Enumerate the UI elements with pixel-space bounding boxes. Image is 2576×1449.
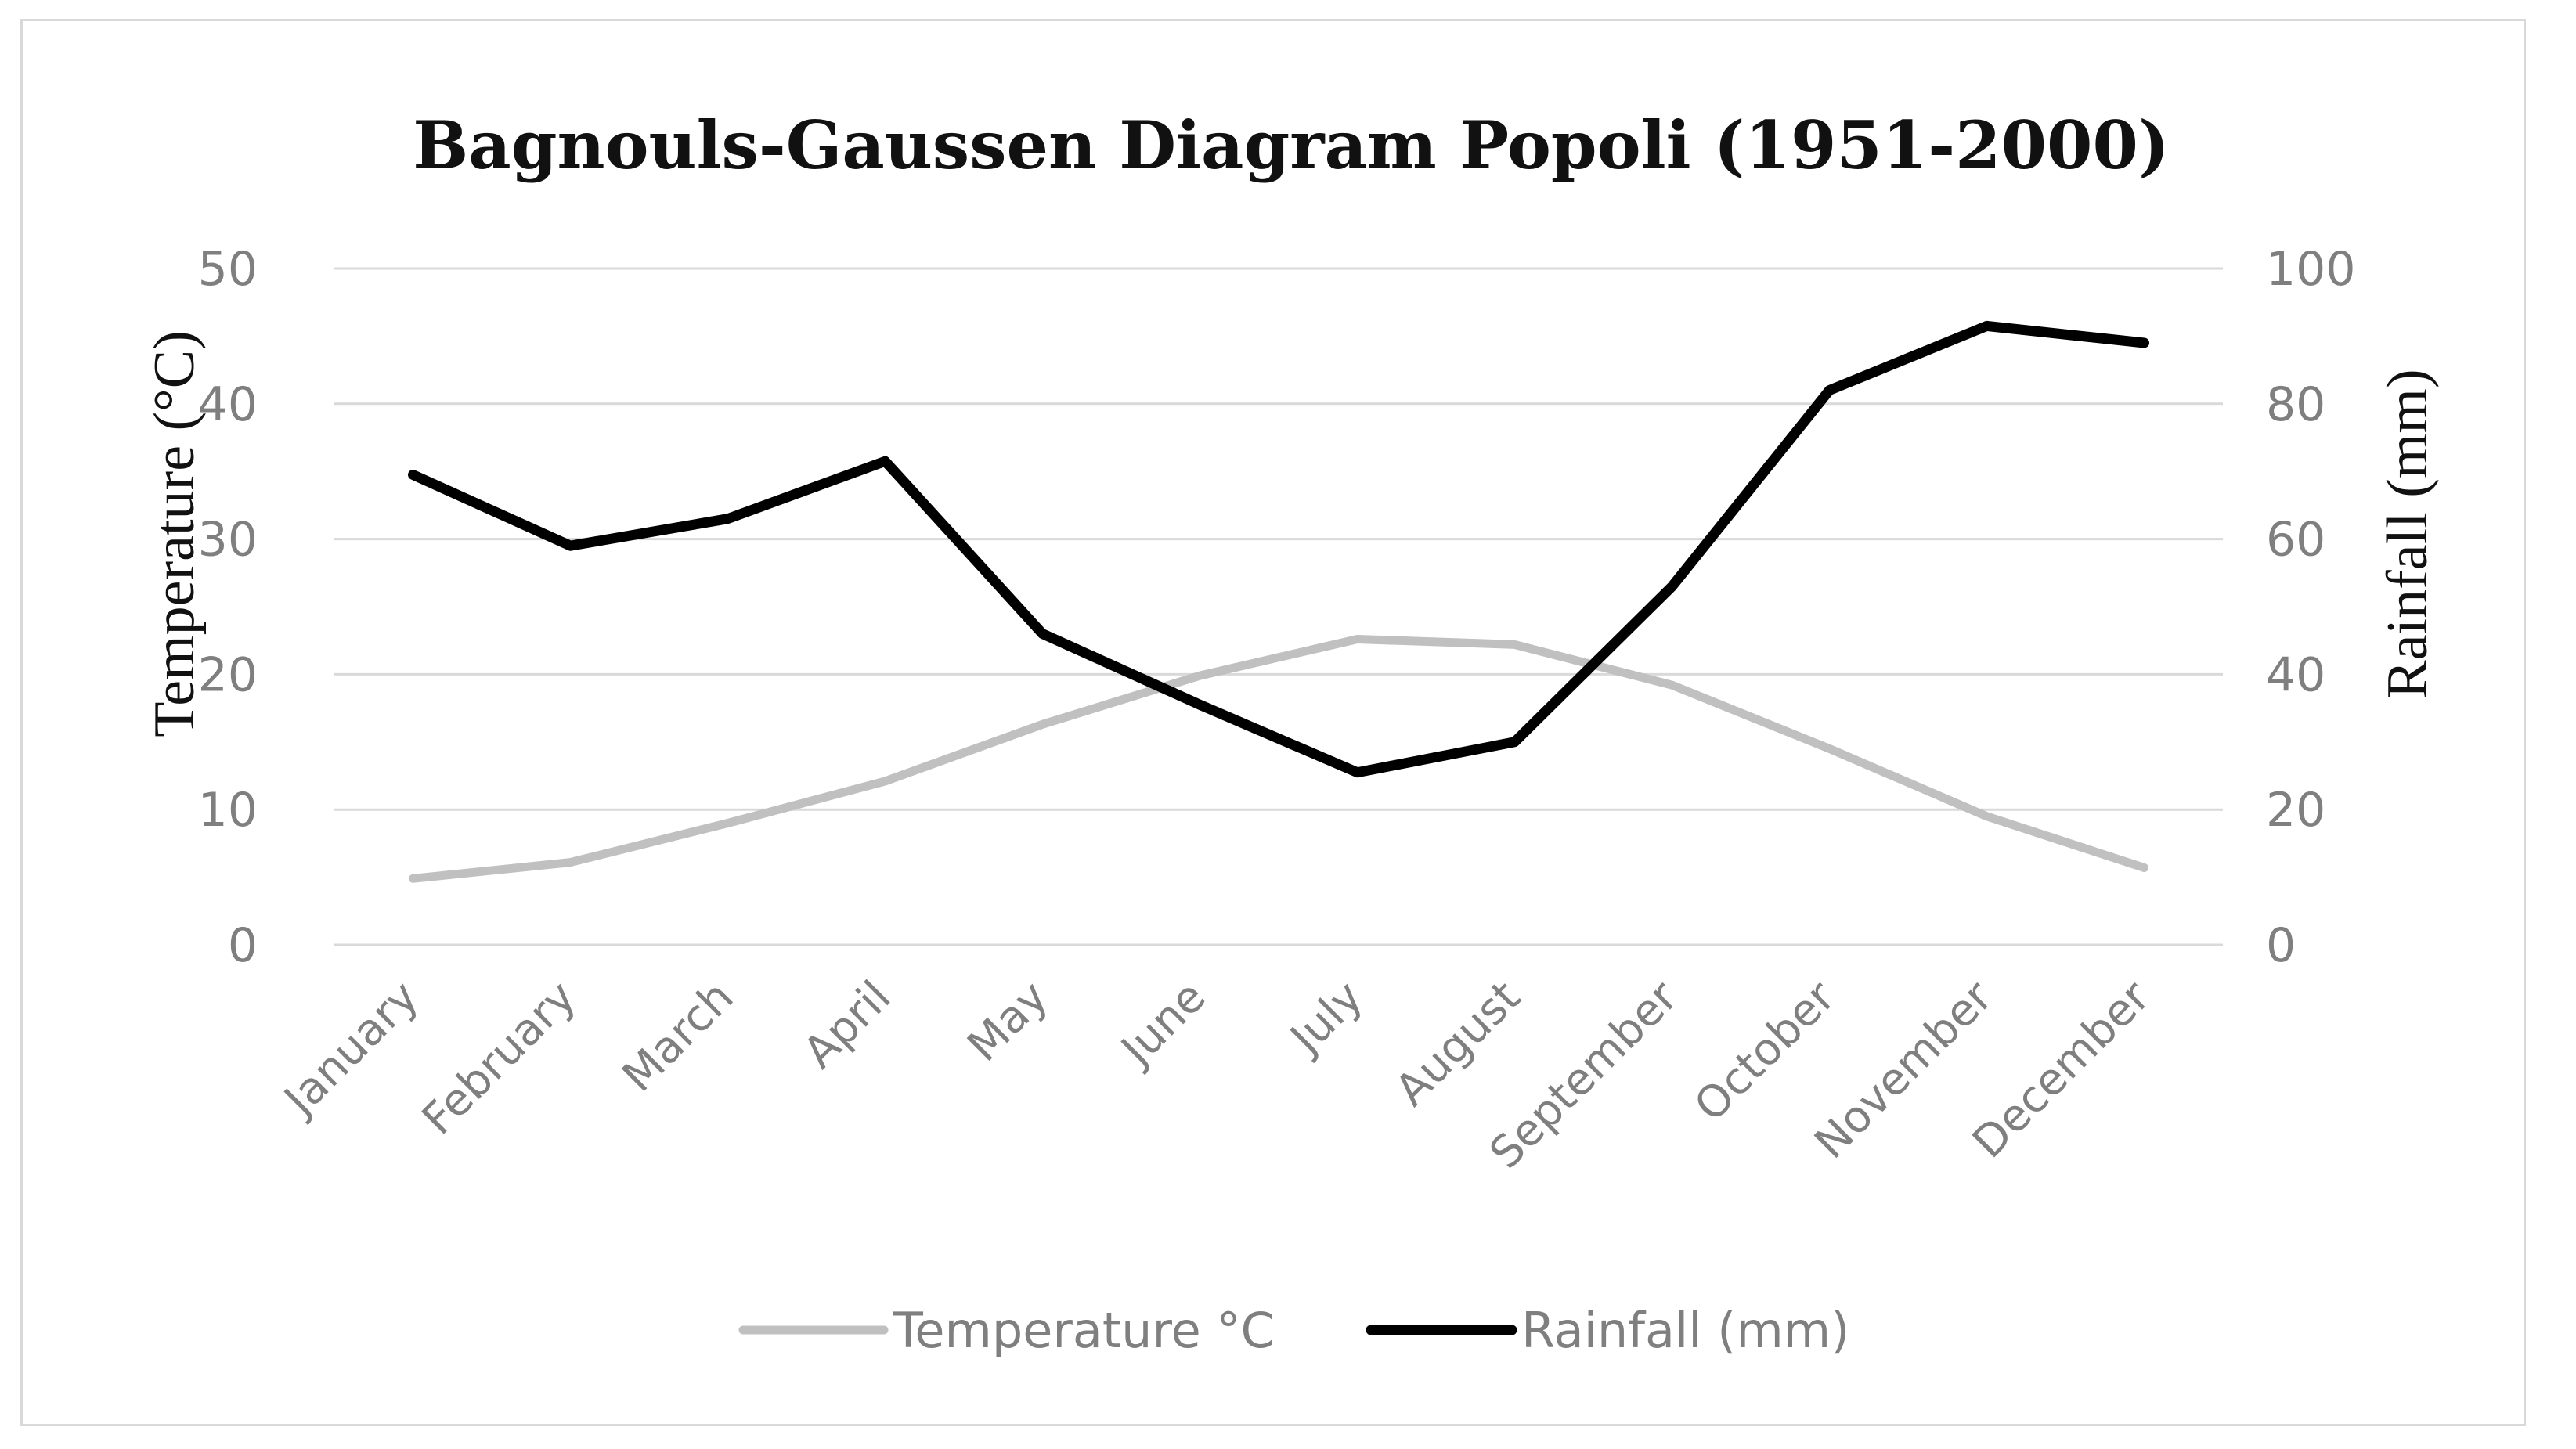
category-label: April <box>794 971 900 1078</box>
left-tick-label: 10 <box>198 783 258 838</box>
legend-label-rainfall: Rainfall (mm) <box>1521 1302 1849 1359</box>
right-axis-ticks: 0 20 40 60 80 100 <box>2266 242 2356 973</box>
category-label: October <box>1685 971 1845 1131</box>
chart-title: Bagnouls-Gaussen Diagram Popoli (1951-20… <box>413 106 2169 184</box>
left-tick-label: 40 <box>198 377 258 432</box>
series-line-rainfall <box>408 320 2149 778</box>
chart-canvas: Bagnouls-Gaussen Diagram Popoli (1951-20… <box>143 106 2440 1359</box>
left-tick-label: 20 <box>198 647 258 702</box>
legend: Temperature °C Rainfall (mm) <box>738 1302 1849 1359</box>
category-label: June <box>1110 971 1215 1076</box>
gridlines <box>334 267 2223 946</box>
left-axis-title: Temperature (°C) <box>143 330 207 737</box>
chart-frame: Bagnouls-Gaussen Diagram Popoli (1951-20… <box>20 19 2526 1426</box>
left-tick-label: 50 <box>198 242 258 297</box>
left-axis-ticks: 0 10 20 30 40 50 <box>198 242 258 973</box>
left-tick-label: 0 <box>228 918 258 973</box>
right-tick-label: 0 <box>2266 918 2296 973</box>
series-line-temperature <box>409 635 2148 883</box>
legend-label-temperature: Temperature °C <box>893 1302 1275 1359</box>
right-tick-label: 100 <box>2266 242 2356 297</box>
category-label: January <box>273 971 428 1126</box>
category-label: May <box>958 971 1059 1072</box>
right-axis-title: Rainfall (mm) <box>2376 369 2440 698</box>
right-tick-label: 80 <box>2266 377 2325 432</box>
category-label: August <box>1386 971 1531 1116</box>
category-label: March <box>613 971 744 1102</box>
right-tick-label: 40 <box>2266 647 2325 702</box>
category-label: July <box>1279 971 1373 1065</box>
series-lines <box>408 320 2149 883</box>
right-tick-label: 60 <box>2266 513 2325 568</box>
category-label: February <box>413 971 586 1144</box>
right-tick-label: 20 <box>2266 783 2325 838</box>
left-tick-label: 30 <box>198 513 258 568</box>
